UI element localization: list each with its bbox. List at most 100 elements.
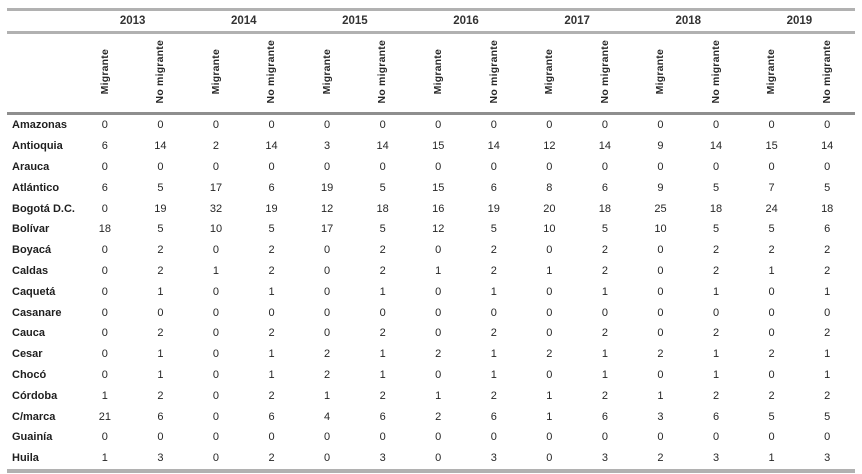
value-cell: 0 [546,119,553,132]
value-cell: 0 [601,160,608,173]
value-cell: 12 [432,223,445,236]
value-cell: 2 [824,264,831,277]
value-cell: 2 [712,327,720,340]
value-cell: 0 [546,285,553,298]
row-label: Antioquia [12,140,63,153]
value-cell: 6 [490,410,497,423]
rotated-header-label: No migrante [598,39,611,104]
value-cell: 3 [132,447,189,473]
value-cell: 5 [824,181,831,194]
row-label: Guainía [12,431,53,444]
year-header-row: 2013 2014 2015 2016 2017 2018 2019 [7,8,855,34]
value-cell: 0 [157,306,164,319]
value-cell: 0 [157,160,164,173]
value-cell: 0 [657,264,664,277]
year-header: 2017 [521,8,633,34]
value-cell: 0 [101,119,108,132]
row-label: Caquetá [12,285,56,298]
value-cell: 15 [765,140,778,153]
value-cell: 0 [324,431,331,444]
corner-cell [7,8,78,34]
value-cell: 0 [212,348,220,361]
rotated-header-label: Migrante [654,48,667,95]
value-cell: 18 [598,202,612,215]
table-row: Guainía 0 0 0 0 0 0 0 0 0 0 0 0 0 0 [7,427,855,448]
value-cell: 5 [268,223,275,236]
value-cell: 6 [601,181,608,194]
value-cell: 1 [824,348,831,361]
value-cell: 10 [209,223,223,236]
table-row: Boyacá 0 2 0 2 0 2 0 2 0 2 0 2 2 2 [7,240,855,261]
rotated-header-label: Migrante [209,48,222,95]
value-cell: 0 [101,244,108,257]
rotated-header-label: Migrante [765,48,778,95]
value-cell: 2 [490,389,497,402]
value-cell: 14 [154,140,167,153]
table-row: C/marca 21 6 0 6 4 6 2 6 1 6 3 6 5 5 [7,406,855,427]
rotated-header-label: Migrante [431,48,444,95]
value-cell: 6 [157,410,164,423]
row-label: Cesar [12,348,43,361]
value-cell: 0 [299,447,355,473]
rotated-header-label: Migrante [98,48,111,95]
value-cell: 3 [324,140,331,153]
value-cell: 0 [546,431,553,444]
value-cell: 1 [268,348,275,361]
value-cell: 0 [324,285,331,298]
value-cell: 0 [435,368,442,381]
value-cell: 2 [601,264,608,277]
value-cell: 1 [546,389,553,402]
value-cell: 2 [601,244,608,257]
value-cell: 5 [768,223,775,236]
value-cell: 0 [101,285,108,298]
value-cell: 0 [768,431,775,444]
value-cell: 1 [824,368,831,381]
value-cell: 19 [154,202,167,215]
table-row: Caldas 0 2 1 2 0 2 1 2 1 2 0 2 1 2 [7,261,855,282]
row-label: Casanare [12,306,62,319]
value-cell: 2 [601,327,608,340]
value-cell: 0 [157,119,164,132]
value-cell: 14 [598,140,612,153]
value-cell: 18 [98,223,111,236]
value-cell: 0 [768,160,775,173]
value-cell: 0 [212,389,220,402]
value-cell: 0 [657,306,664,319]
value-cell: 6 [824,223,831,236]
value-cell: 2 [490,264,497,277]
value-cell: 0 [657,119,664,132]
value-cell: 6 [712,410,720,423]
value-cell: 0 [101,327,108,340]
value-cell: 18 [709,202,723,215]
value-cell: 2 [824,389,831,402]
row-label: Huila [7,447,78,473]
value-cell: 1 [324,389,331,402]
row-label: Córdoba [12,389,58,402]
rotated-header-label: No migrante [820,39,833,104]
table-row: Caquetá 0 1 0 1 0 1 0 1 0 1 0 1 0 1 [7,281,855,302]
value-cell: 0 [101,202,108,215]
value-cell: 1 [657,389,664,402]
value-cell: 1 [268,285,275,298]
value-cell: 2 [490,327,497,340]
value-cell: 0 [601,431,608,444]
value-cell: 0 [410,447,467,473]
rotated-header-label: No migrante [709,39,722,104]
value-cell: 17 [209,181,223,194]
value-cell: 1 [490,348,497,361]
value-cell: 1 [490,368,497,381]
value-cell: 0 [712,431,720,444]
value-cell: 6 [601,410,608,423]
value-cell: 5 [157,181,164,194]
value-cell: 0 [379,119,386,132]
value-cell: 0 [768,285,775,298]
value-cell: 14 [265,140,278,153]
value-cell: 25 [654,202,667,215]
value-cell: 0 [768,368,775,381]
value-cell: 0 [768,119,775,132]
table-row: Huila 1 3 0 2 0 3 0 3 0 3 2 3 1 3 [7,447,855,473]
value-cell: 19 [487,202,500,215]
value-cell: 1 [546,410,553,423]
value-cell: 20 [543,202,556,215]
